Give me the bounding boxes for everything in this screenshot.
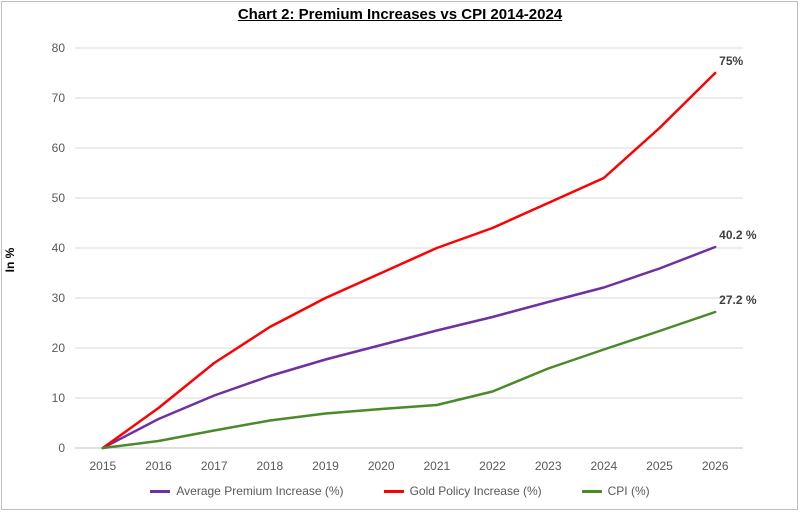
legend-item-average-premium: Average Premium Increase (%) xyxy=(150,484,344,498)
chart-title: Chart 2: Premium Increases vs CPI 2014-2… xyxy=(237,6,563,23)
legend-swatch xyxy=(383,489,404,493)
y-tick-label: 20 xyxy=(52,341,66,355)
x-tick-label: 2022 xyxy=(479,459,506,473)
x-tick-label: 2021 xyxy=(423,459,450,473)
series-line-2 xyxy=(101,310,717,450)
y-tick-label: 70 xyxy=(52,91,66,105)
y-tick-label: 10 xyxy=(52,391,66,405)
legend-label: Gold Policy Increase (%) xyxy=(409,484,542,498)
data-label: 40.2 % xyxy=(719,228,757,242)
y-tick-label: 80 xyxy=(52,41,66,55)
x-tick-label: 2015 xyxy=(89,459,116,473)
x-tick-label: 2024 xyxy=(590,459,617,473)
legend: Average Premium Increase (%) Gold Policy… xyxy=(0,484,800,498)
y-tick-label: 40 xyxy=(52,241,66,255)
y-tick-label: 60 xyxy=(52,141,66,155)
x-tick-label: 2018 xyxy=(256,459,283,473)
legend-item-cpi: CPI (%) xyxy=(581,484,650,498)
legend-label: CPI (%) xyxy=(607,484,650,498)
x-tick-label: 2019 xyxy=(312,459,339,473)
y-tick-label: 0 xyxy=(58,441,65,455)
legend-swatch xyxy=(150,489,171,493)
legend-swatch xyxy=(581,489,602,493)
y-tick-label: 50 xyxy=(52,191,66,205)
x-tick-label: 2026 xyxy=(702,459,729,473)
data-label: 75% xyxy=(719,54,743,68)
legend-item-gold-policy: Gold Policy Increase (%) xyxy=(383,484,542,498)
data-label: 27.2 % xyxy=(719,293,757,307)
y-tick-label: 30 xyxy=(52,291,66,305)
x-tick-label: 2025 xyxy=(646,459,673,473)
series-line-0 xyxy=(101,245,717,450)
x-tick-label: 2023 xyxy=(535,459,562,473)
series-line-1 xyxy=(101,71,717,450)
x-tick-label: 2020 xyxy=(368,459,395,473)
x-tick-label: 2017 xyxy=(201,459,228,473)
legend-label: Average Premium Increase (%) xyxy=(176,484,344,498)
x-tick-label: 2016 xyxy=(145,459,172,473)
